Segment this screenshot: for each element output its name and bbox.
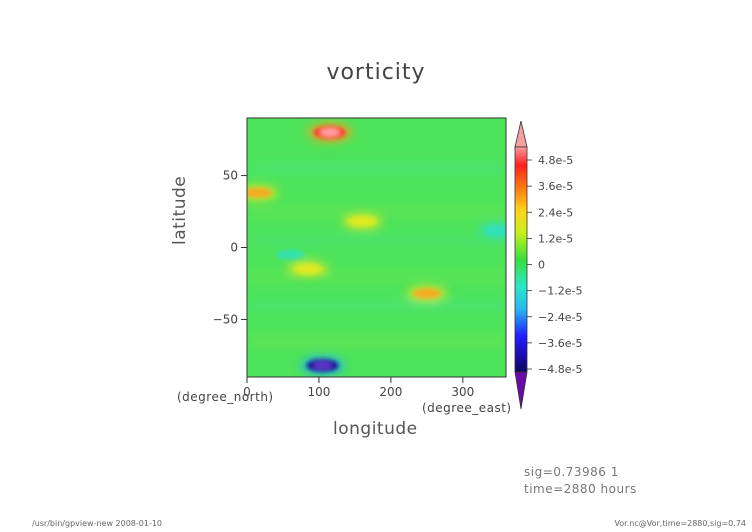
field-core-6 [484, 225, 506, 236]
field-streak-1 [247, 273, 506, 280]
colorbar-label: 0 [538, 259, 545, 272]
x-tick-label: 300 [451, 385, 474, 399]
footer-right: Vor.nc@Vor,time=2880,sig=0.74 [614, 519, 746, 528]
y-axis-label: latitude [170, 175, 190, 245]
field-center-0 [319, 128, 340, 137]
field-streak-0 [247, 302, 506, 309]
colorbar-scale [514, 146, 528, 373]
field-core-3 [412, 288, 442, 299]
sig-info: sig=0.73986 1 [524, 465, 619, 479]
chart-title: vorticity [326, 60, 426, 85]
field-streak-5 [247, 237, 506, 244]
field-core-7 [275, 249, 305, 260]
x-tick-label: 100 [307, 385, 330, 399]
field-center-1 [312, 361, 333, 370]
colorbar-label: 4.8e-5 [538, 154, 573, 167]
colorbar-min-arrow [514, 371, 528, 410]
colorbar-label: 2.4e-5 [538, 206, 573, 219]
field-core-5 [293, 264, 323, 274]
footer-left: /usr/bin/gpview-new 2008-01-10 [32, 519, 163, 528]
field-streak-4 [247, 338, 506, 345]
axis-ticks: 0 100 200 300 50 0 −50 [213, 169, 475, 399]
colorbar-label: −1.2e-5 [538, 285, 582, 298]
time-info: time=2880 hours [524, 482, 637, 496]
colorbar-label: −3.6e-5 [538, 337, 582, 350]
y-tick-label: 0 [230, 241, 238, 255]
colorbar-label: −2.4e-5 [538, 311, 582, 324]
field-core-4 [347, 216, 377, 227]
colorbar-label: 1.2e-5 [538, 232, 573, 245]
field-core-2 [247, 187, 273, 198]
x-axis-label: longitude [333, 419, 418, 439]
colorbar-max-arrow [514, 120, 528, 148]
y-unit-label: (degree_north) [177, 390, 274, 404]
x-tick-label: 200 [379, 385, 402, 399]
field-streak-3 [247, 208, 506, 215]
x-tick-label: 0 [243, 385, 251, 399]
colorbar-label: 3.6e-5 [538, 180, 573, 193]
colorbar: 4.8e-5 3.6e-5 2.4e-5 1.2e-5 0 −1.2e-5 −2.4e-5 −… [514, 120, 582, 410]
heatmap-field [247, 118, 506, 377]
y-tick-label: 50 [223, 169, 238, 183]
x-unit-label: (degree_east) [422, 401, 512, 415]
y-tick-label: −50 [213, 312, 238, 326]
field-streak-2 [247, 165, 506, 172]
colorbar-label: −4.8e-5 [538, 363, 582, 376]
